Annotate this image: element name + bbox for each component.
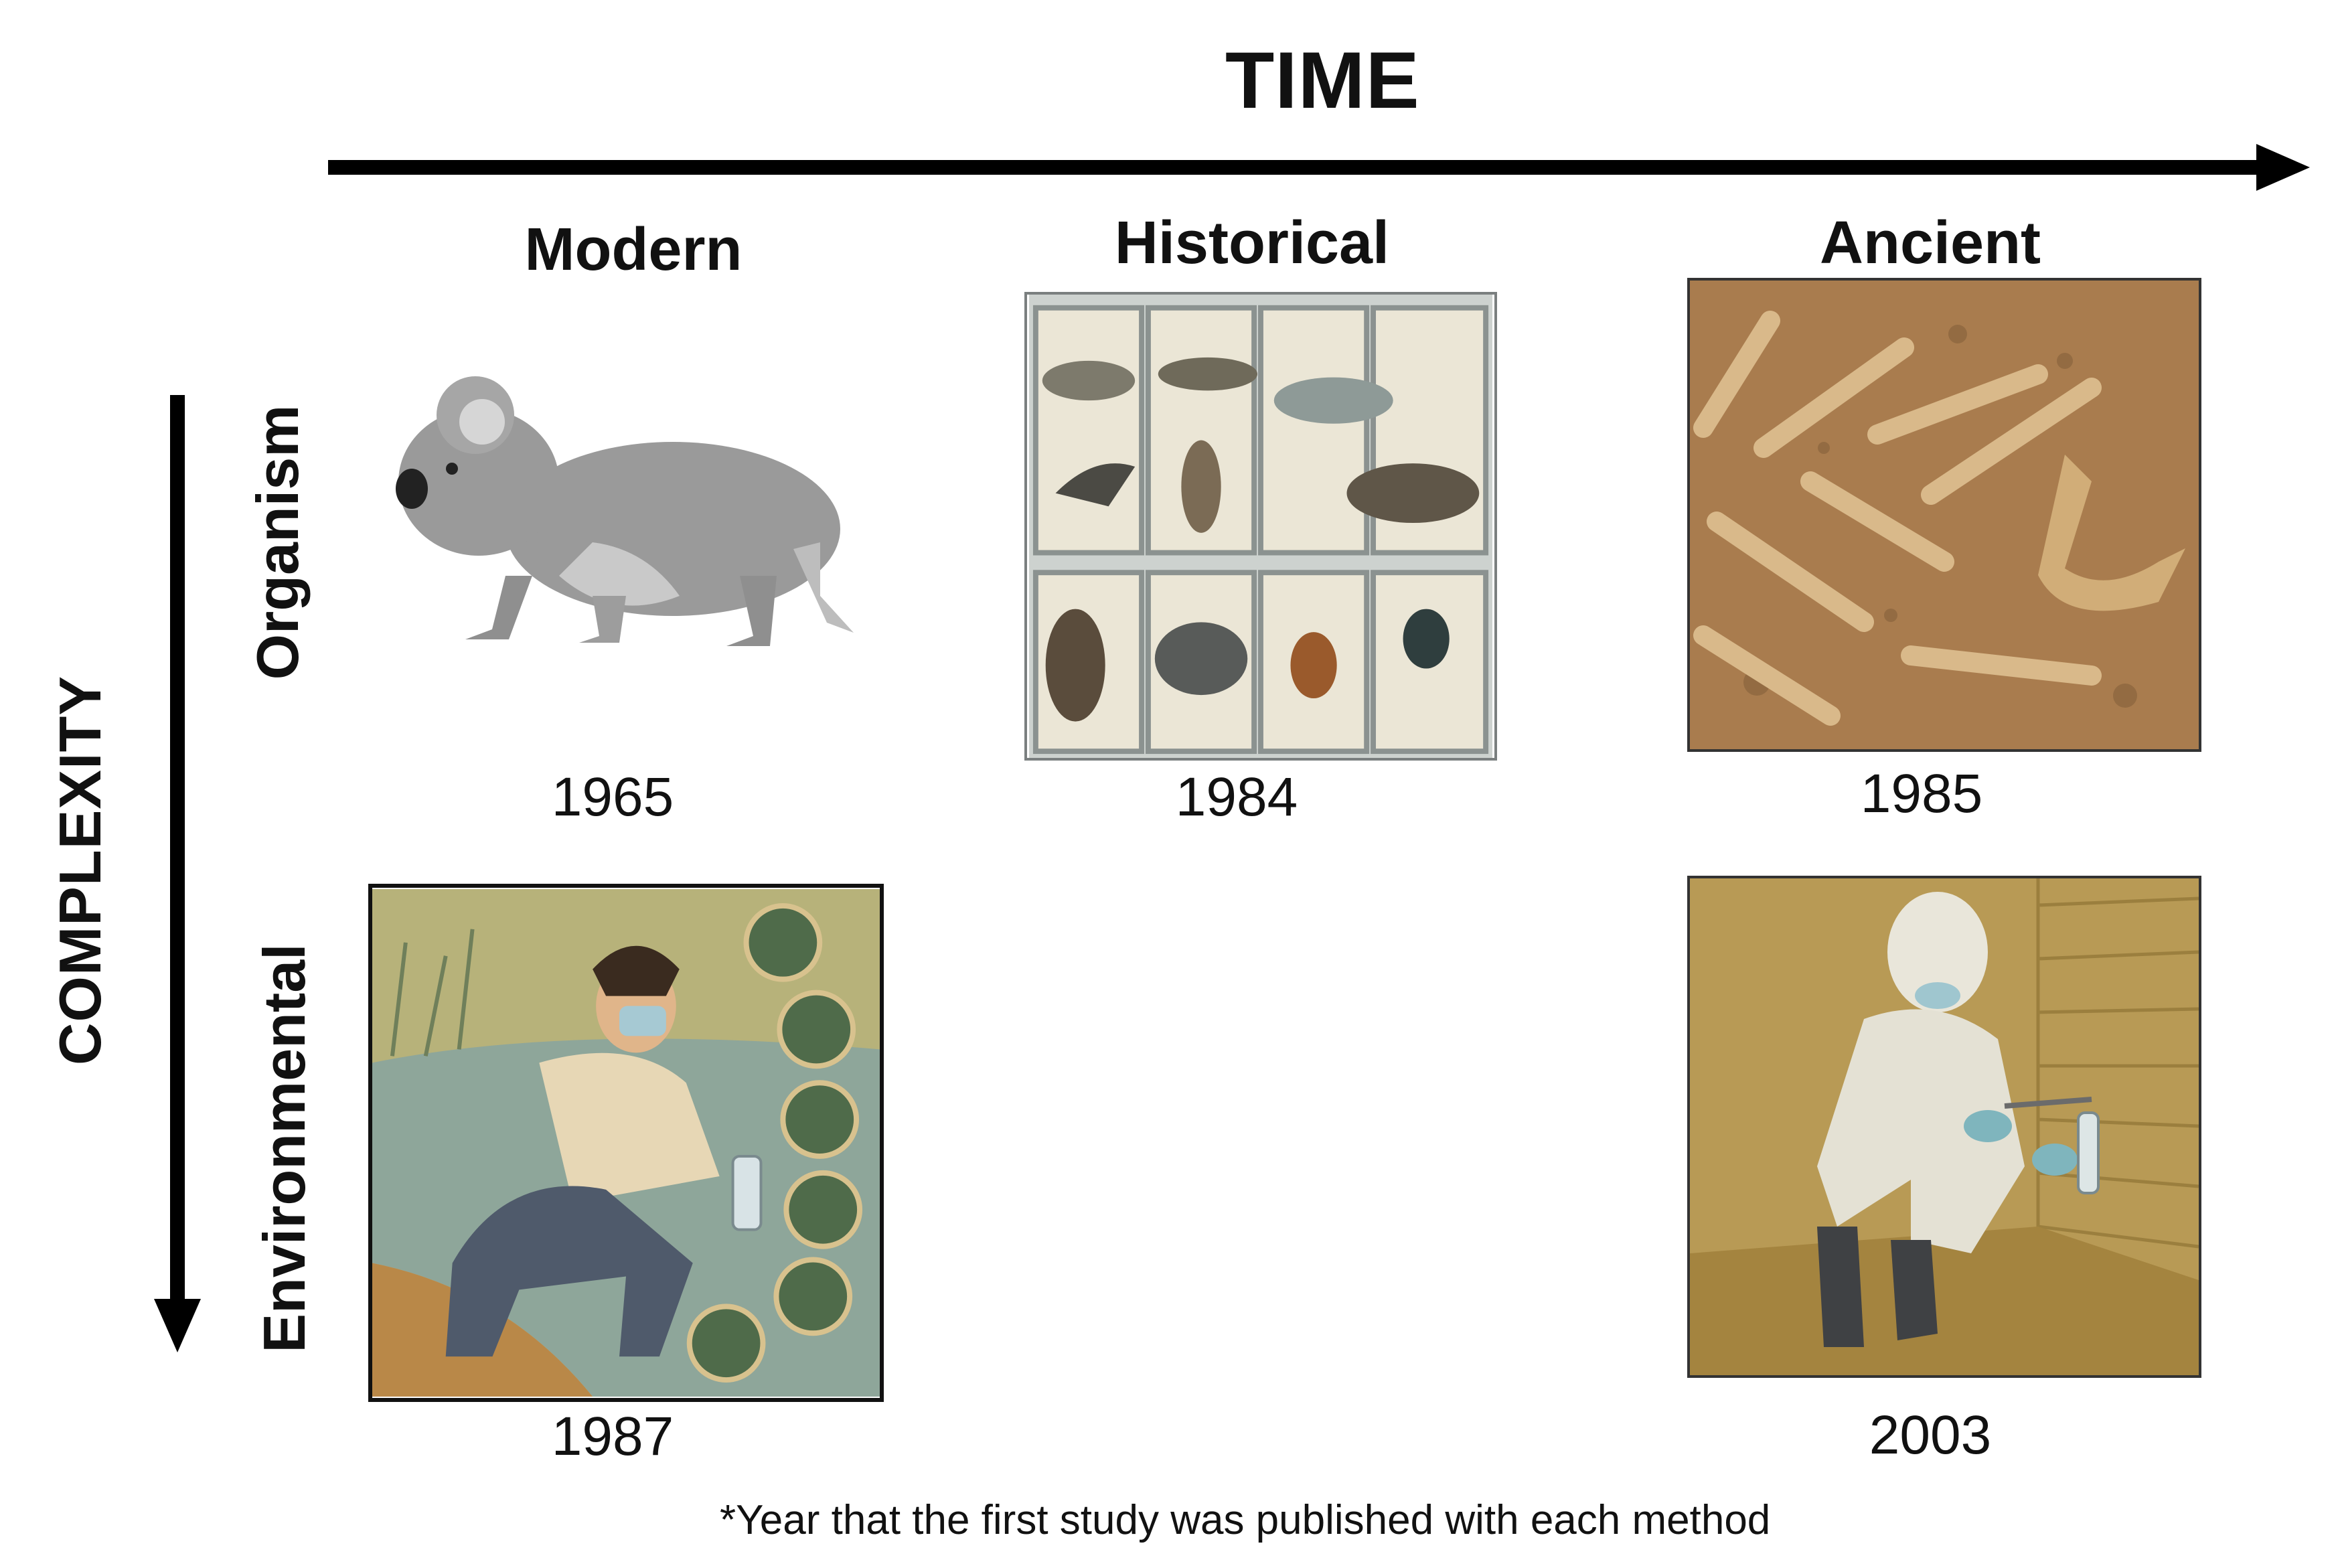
- year-1987: 1987: [551, 1406, 674, 1467]
- complexity-axis-arrow: [154, 395, 201, 1352]
- year-1984: 1984: [1175, 767, 1298, 828]
- row-header-environmental: Environmental: [251, 943, 317, 1353]
- footnote: *Year that the first study was published…: [720, 1497, 1771, 1543]
- complexity-axis-label: COMPLEXITY: [47, 675, 113, 1066]
- excavated-bones-image: [1687, 278, 2201, 752]
- year-1985: 1985: [1860, 763, 1983, 824]
- column-header-historical: Historical: [1114, 210, 1390, 277]
- year-1965: 1965: [551, 767, 674, 828]
- year-2003: 2003: [1869, 1405, 1992, 1466]
- koala-illustration: [392, 375, 860, 656]
- water-sampling-image: [368, 884, 884, 1402]
- time-axis-arrow: [328, 144, 2310, 191]
- row-header-organism: Organism: [244, 404, 311, 680]
- column-header-ancient: Ancient: [1819, 210, 2041, 277]
- column-header-modern: Modern: [524, 216, 743, 283]
- time-axis-label: TIME: [1225, 35, 1420, 125]
- sediment-sampling-image: [1687, 876, 2201, 1378]
- koala-icon: [396, 376, 854, 646]
- museum-specimen-drawers-image: [1024, 292, 1497, 761]
